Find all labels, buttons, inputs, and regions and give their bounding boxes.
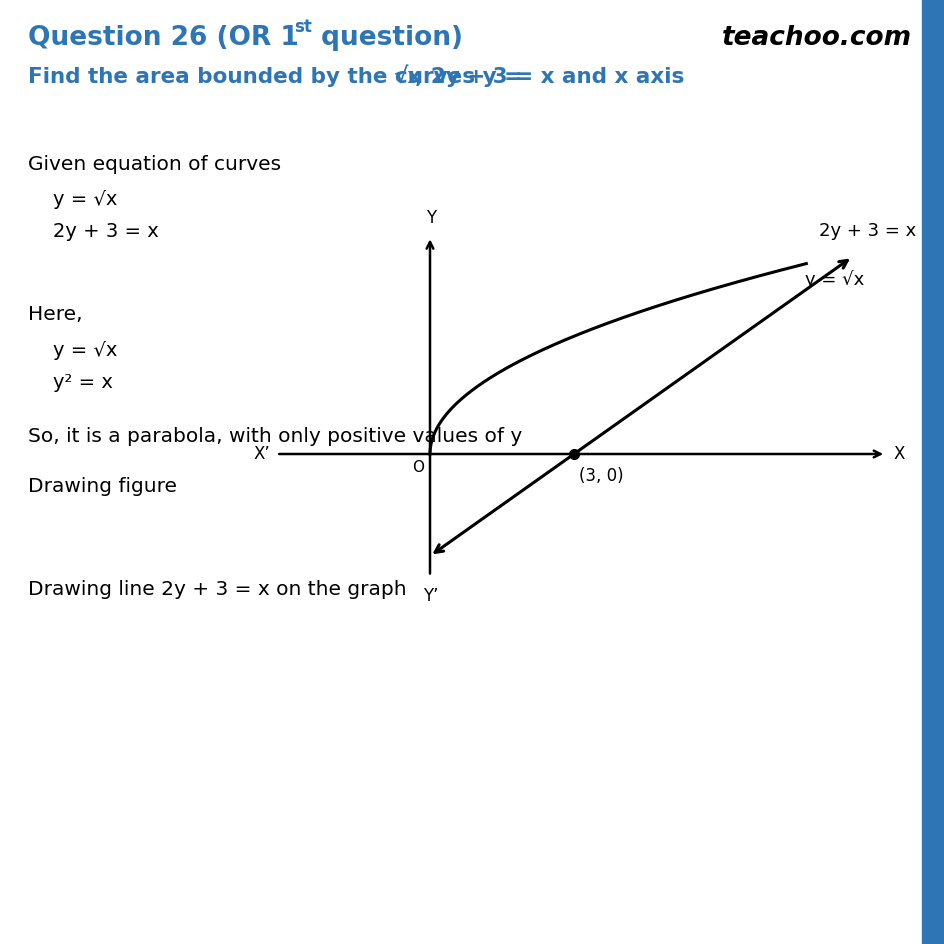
Text: So, it is a parabola, with only positive values of y: So, it is a parabola, with only positive… [28, 427, 522, 446]
Text: X’: X’ [253, 445, 270, 463]
Text: st: st [294, 18, 312, 36]
Text: Drawing figure: Drawing figure [28, 477, 177, 496]
Text: (3, 0): (3, 0) [579, 466, 623, 484]
Text: Here,: Here, [28, 305, 82, 324]
Text: Find the area bounded by the curves y =: Find the area bounded by the curves y = [28, 67, 529, 87]
Text: √x: √x [393, 67, 421, 87]
Text: , 2y + 3 = x and x axis: , 2y + 3 = x and x axis [414, 67, 683, 87]
Text: question): question) [312, 25, 463, 51]
Text: Drawing line 2y + 3 = x on the graph: Drawing line 2y + 3 = x on the graph [28, 580, 406, 598]
Text: y = √x: y = √x [804, 270, 864, 289]
Text: Y’: Y’ [423, 587, 438, 605]
Text: Given equation of curves: Given equation of curves [28, 155, 280, 174]
Text: X: X [893, 445, 904, 463]
Text: 2y + 3 = x: 2y + 3 = x [28, 222, 159, 241]
Text: 2y + 3 = x: 2y + 3 = x [818, 222, 916, 240]
Bar [921, 0, 944, 944]
Text: Question 26 (OR 1: Question 26 (OR 1 [28, 25, 298, 51]
Text: O: O [412, 460, 424, 475]
Text: Y: Y [426, 210, 435, 228]
Text: y = √x: y = √x [28, 341, 117, 360]
Text: teachoo.com: teachoo.com [721, 25, 911, 51]
Text: y = √x: y = √x [28, 190, 117, 209]
Text: y² = x: y² = x [28, 373, 112, 392]
